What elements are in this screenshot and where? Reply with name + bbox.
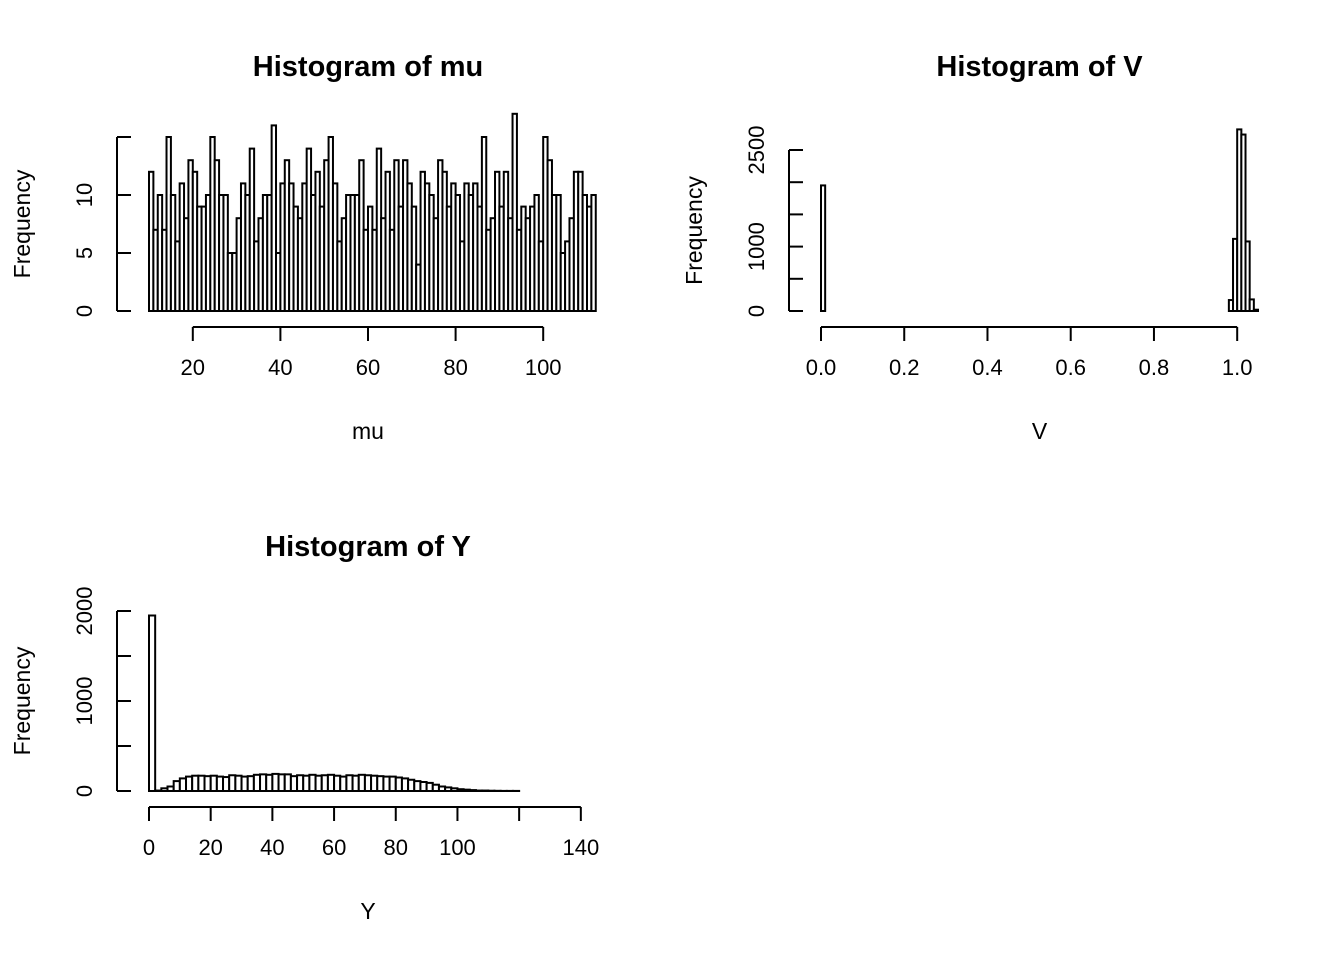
y-tick-label: 0	[72, 305, 97, 317]
histogram-bar-v-102	[1244, 240, 1251, 312]
histogram-bar-mu-101	[590, 194, 597, 312]
x-tick-label: 80	[443, 355, 467, 380]
chart-title: Histogram of V	[936, 51, 1143, 83]
x-tick-label: 0.4	[972, 355, 1003, 380]
x-tick-label: 20	[181, 355, 205, 380]
x-tick-label: 80	[384, 835, 408, 860]
x-tick-label: 0.6	[1055, 355, 1086, 380]
x-axis: 0.0 0.2 0.4 0.6 0.8 1.0	[806, 326, 1253, 380]
x-axis-label: mu	[352, 418, 384, 444]
x-tick-label: 0.2	[889, 355, 920, 380]
x-tick-label: 140	[562, 835, 599, 860]
histogram-bar-mu-60	[410, 205, 418, 313]
y-axis: 0 5 10	[72, 136, 131, 317]
histogram-bar-mu-28	[270, 124, 278, 313]
y-tick-label: 2500	[744, 126, 769, 175]
y-tick-label: 2000	[72, 587, 97, 636]
x-tick-label: 20	[198, 835, 222, 860]
y-tick-label: 5	[72, 247, 97, 259]
x-axis-label: Y	[360, 898, 375, 924]
histogram-y-panel: Histogram of Y 0 20 40 60 80 100 140 Y 0 1000 2000 F…	[9, 531, 599, 924]
histogram-bar-mu-83	[511, 112, 518, 312]
x-axis-label: V	[1032, 418, 1048, 444]
y-tick-label: 0	[744, 305, 769, 317]
x-tick-label: 40	[260, 835, 284, 860]
histogram-bar-mu-23	[248, 147, 256, 312]
histogram-bar-mu-76	[480, 136, 488, 312]
histogram-bar-v-0	[820, 184, 827, 312]
y-tick-label: 1000	[72, 677, 97, 726]
y-axis-label: Frequency	[9, 646, 35, 755]
x-tick-label: 60	[356, 355, 380, 380]
y-axis-label: Frequency	[9, 169, 35, 278]
histogram-bar-v-101	[1240, 133, 1247, 312]
x-axis: 0 20 40 60 80 100 140	[143, 806, 599, 860]
histogram-bar-v-103	[1248, 298, 1255, 312]
histogram-bar-y-0	[148, 614, 157, 792]
y-tick-label: 0	[72, 785, 97, 797]
histogram-bar-v-104	[1252, 308, 1260, 313]
x-tick-label: 40	[268, 355, 292, 380]
chart-title: Histogram of Y	[265, 531, 471, 563]
y-tick-label: 1000	[744, 222, 769, 271]
histogram-bars	[820, 128, 1260, 313]
y-axis: 0 1000 2000	[72, 587, 131, 797]
x-tick-label: 0	[143, 835, 155, 860]
x-tick-label: 0.8	[1139, 355, 1170, 380]
histogram-mu-panel: Histogram of mu 20 40 60 80 100 mu 0 5 10 Frequenc…	[9, 51, 597, 444]
chart-title: Histogram of mu	[253, 51, 483, 83]
y-axis: 0 1000 2500	[744, 126, 803, 317]
x-axis: 20 40 60 80 100	[181, 326, 562, 380]
x-tick-label: 60	[322, 835, 346, 860]
y-tick-label: 10	[72, 183, 97, 207]
histogram-v-panel: Histogram of V 0.0 0.2 0.4 0.6 0.8 1.0 V 0 1000 25…	[681, 51, 1260, 444]
histogram-bars	[148, 614, 521, 793]
x-tick-label: 1.0	[1222, 355, 1253, 380]
x-tick-label: 0.0	[806, 355, 837, 380]
x-tick-label: 100	[525, 355, 562, 380]
x-tick-label: 100	[439, 835, 476, 860]
y-axis-label: Frequency	[681, 176, 707, 285]
histogram-bars	[148, 112, 597, 313]
